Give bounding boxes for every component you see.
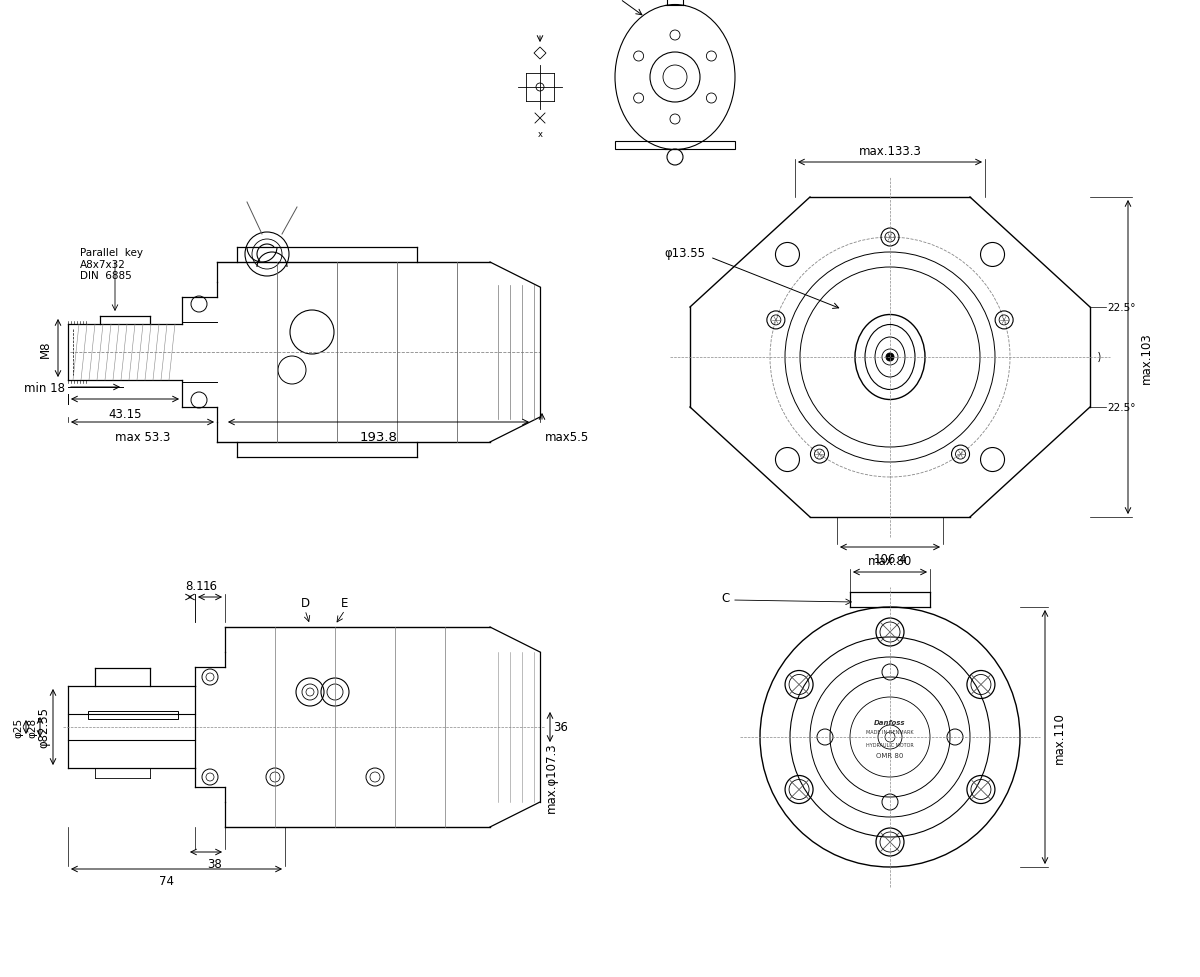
Text: max.103: max.103 [1140,332,1153,384]
Text: φ82.55: φ82.55 [37,706,50,747]
Circle shape [886,354,894,361]
Text: max.110: max.110 [1054,711,1066,763]
Text: M8: M8 [40,340,52,358]
Text: 36: 36 [553,721,568,734]
Text: 8.1: 8.1 [186,579,204,592]
Text: max.80: max.80 [868,554,912,568]
Text: φ25: φ25 [13,717,23,738]
Bar [88,711,178,719]
Text: Danfoss: Danfoss [875,719,906,725]
Text: HYDRAULIC MOTOR: HYDRAULIC MOTOR [866,743,914,747]
Text: φ28: φ28 [28,717,37,738]
Text: Parallel  key
A8x7x32
DIN  6885: Parallel key A8x7x32 DIN 6885 [80,248,143,281]
Text: 38: 38 [208,857,222,871]
Text: max 53.3: max 53.3 [115,431,170,444]
Text: 193.8: 193.8 [360,431,397,444]
Text: C: C [721,591,730,604]
Text: min 18: min 18 [24,381,65,394]
Text: max.133.3: max.133.3 [858,145,922,158]
Text: 74: 74 [160,874,174,887]
Text: max5.5: max5.5 [545,431,589,444]
Text: E: E [341,596,349,610]
Text: MADE IN DENMARK: MADE IN DENMARK [866,730,914,735]
Text: D: D [300,596,310,610]
Text: 22.5°: 22.5° [1108,403,1135,412]
Text: max.φ107.3: max.φ107.3 [545,742,558,813]
Text: 22.5°: 22.5° [1108,303,1135,313]
Bar [616,142,736,149]
Text: 43.15: 43.15 [108,407,142,420]
Text: 106.4: 106.4 [874,552,907,566]
Text: x: x [538,130,542,139]
Text: OMR 80: OMR 80 [876,752,904,758]
Text: 16: 16 [203,579,217,592]
Text: φ13.55: φ13.55 [664,246,706,259]
